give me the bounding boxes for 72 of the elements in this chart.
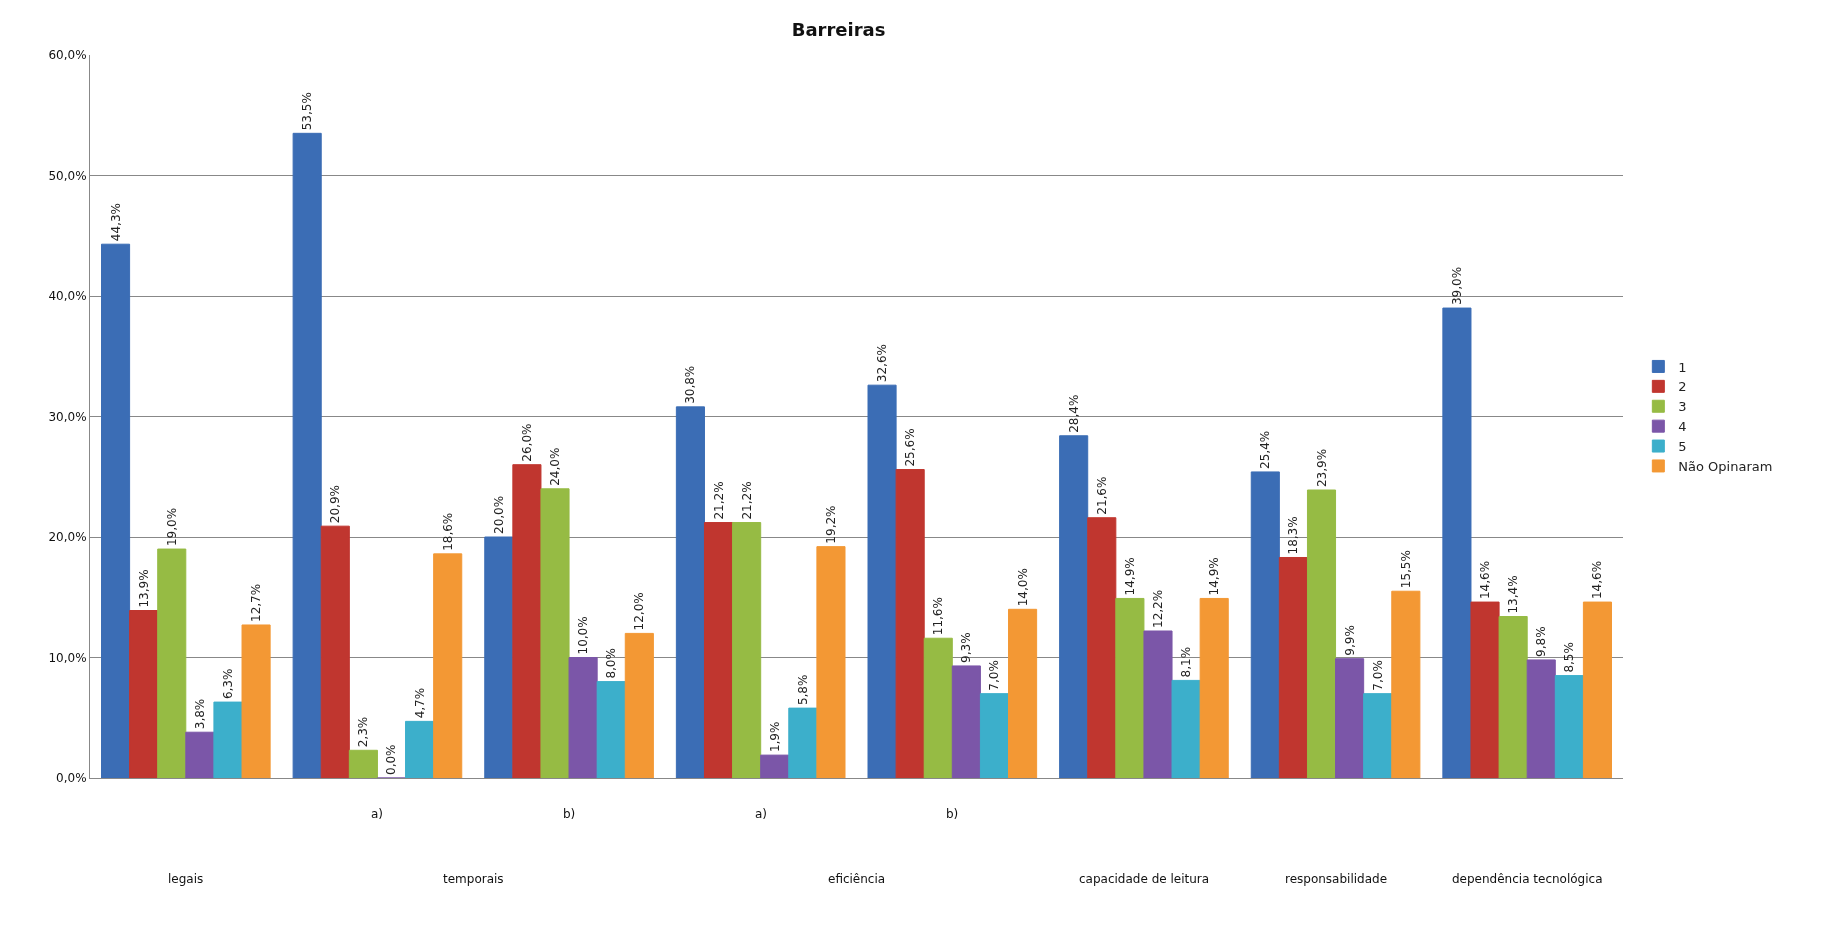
data-label: 12,7% [249, 583, 264, 622]
legend-label: 1 [1678, 359, 1687, 375]
y-tick-label: 50,0% [48, 168, 87, 183]
data-label: 12,2% [1150, 589, 1165, 628]
data-label: 2,3% [356, 716, 371, 748]
data-label: 11,6% [931, 597, 946, 636]
data-label: 3,8% [192, 698, 207, 730]
x-tick-label: a) [755, 807, 768, 821]
data-label: 0,0% [384, 744, 399, 775]
data-label: 44,3% [108, 203, 123, 242]
data-label: 32,6% [875, 344, 890, 383]
data-label: 39,0% [1449, 266, 1464, 306]
data-label: 14,9% [1122, 557, 1137, 596]
x-tick-label: b) [563, 807, 576, 821]
legend-label: 5 [1678, 439, 1687, 455]
legend-label: 2 [1678, 379, 1687, 395]
data-label: 20,9% [328, 485, 343, 524]
data-label: 19,0% [164, 507, 179, 547]
data-label: 14,6% [1590, 560, 1605, 600]
data-label: 24,0% [548, 447, 563, 486]
data-label: 14,9% [1207, 557, 1222, 596]
legend-label: Não Opinaram [1678, 459, 1773, 475]
y-tick-label: 60,0% [48, 48, 87, 63]
data-label: 28,4% [1066, 394, 1081, 433]
data-label: 25,4% [1258, 430, 1273, 469]
chart-title: Barreiras [791, 18, 886, 40]
x-tick-label: a) [371, 807, 384, 821]
data-label: 8,0% [604, 648, 619, 679]
data-label: 21,6% [1094, 476, 1109, 515]
data-label: 19,2% [823, 505, 838, 544]
data-label: 12,0% [632, 592, 647, 631]
data-label: 4,7% [412, 687, 427, 719]
data-label: 18,6% [440, 512, 455, 551]
data-label: 10,0% [576, 616, 591, 655]
data-label: 7,0% [1370, 660, 1385, 691]
legend-label: 3 [1678, 399, 1687, 415]
data-label: 53,5% [300, 92, 315, 131]
data-label: 25,6% [903, 428, 918, 467]
data-label: 6,3% [220, 668, 235, 700]
y-tick-label: 40,0% [48, 289, 87, 304]
data-label: 21,2% [711, 481, 726, 520]
legend-label: 4 [1678, 419, 1687, 435]
data-label: 23,9% [1314, 448, 1329, 488]
y-tick-label: 30,0% [48, 409, 87, 424]
text: temporais [443, 872, 504, 886]
data-label: 9,3% [959, 632, 974, 663]
data-label: 20,0% [491, 495, 506, 534]
data-label: 18,3% [1286, 516, 1301, 555]
data-label: 21,2% [739, 481, 754, 520]
data-label: 14,0% [1015, 568, 1030, 607]
y-tick-label: 20,0% [48, 530, 87, 545]
x-tick-label: b) [946, 807, 959, 821]
data-label: 15,5% [1398, 550, 1413, 589]
data-label: 1,9% [767, 721, 782, 753]
x-tick-label: legais [168, 872, 204, 886]
text: eficiência [828, 872, 886, 886]
data-label: 26,0% [519, 423, 534, 462]
x-tick-label: dependência tecnológica [1452, 872, 1603, 886]
x-tick-label: capacidade de leitura [1079, 872, 1210, 886]
y-tick-label: 0,0% [56, 771, 87, 786]
data-label: 8,5% [1562, 642, 1577, 673]
data-label: 9,8% [1534, 626, 1549, 657]
data-label: 7,0% [987, 660, 1002, 691]
x-tick-label: responsabilidade [1285, 872, 1388, 886]
data-label: 8,1% [1179, 646, 1194, 678]
data-label: 5,8% [795, 674, 810, 706]
data-label: 14,6% [1478, 560, 1493, 600]
data-label: 30,8% [683, 365, 698, 404]
data-label: 13,9% [136, 569, 151, 608]
y-tick-label: 10,0% [48, 650, 87, 665]
data-label: 13,4% [1506, 575, 1521, 614]
data-label: 9,9% [1342, 625, 1357, 656]
